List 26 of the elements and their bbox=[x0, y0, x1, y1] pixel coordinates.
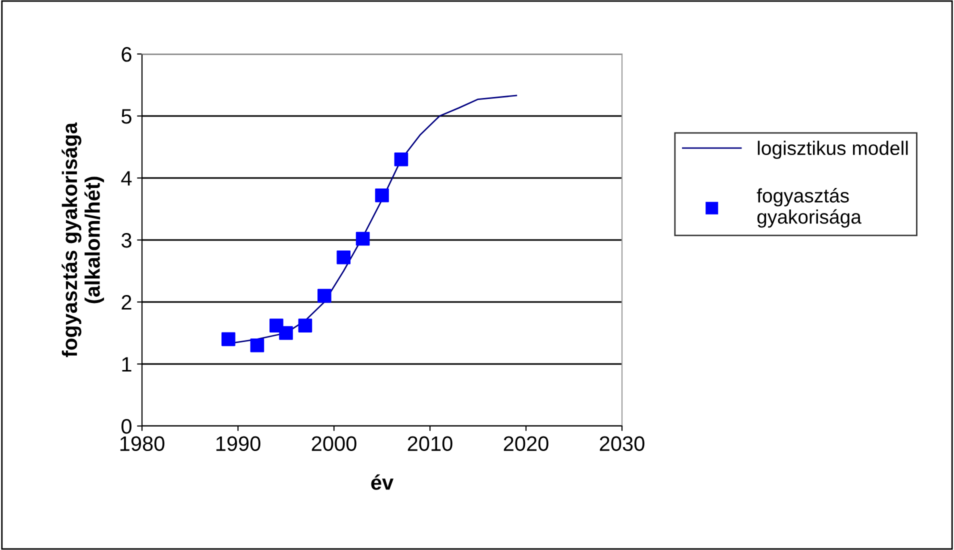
point bbox=[279, 326, 293, 340]
y-tick-label: 0 bbox=[122, 419, 132, 434]
point bbox=[336, 250, 351, 264]
y-tick-label: 5 bbox=[122, 109, 132, 124]
point bbox=[317, 288, 332, 303]
point bbox=[298, 318, 312, 332]
point bbox=[394, 152, 408, 166]
x-tick-label: 1990 bbox=[216, 436, 260, 452]
y-tick-label: 3 bbox=[121, 233, 132, 248]
y-tick-label: 6 bbox=[122, 47, 132, 62]
x-tick-label: 2000 bbox=[312, 436, 356, 452]
legend-label: fogyasztás gyakorisága bbox=[756, 188, 862, 228]
x-axis-title: év bbox=[371, 474, 394, 490]
point bbox=[221, 332, 236, 346]
point bbox=[375, 188, 389, 202]
legend-label: logisztikus modell bbox=[758, 140, 908, 159]
y-tick-label: 2 bbox=[122, 295, 132, 310]
y-axis-title: fogyasztás gyakorisága (alkalom/hét) bbox=[62, 122, 104, 358]
y-tick-label: 1 bbox=[122, 357, 132, 372]
x-tick-label: 2010 bbox=[408, 436, 452, 452]
x-tick-label: 2020 bbox=[504, 436, 548, 452]
point bbox=[356, 232, 370, 246]
y-tick-label: 4 bbox=[121, 171, 132, 186]
point bbox=[250, 338, 264, 352]
x-tick-label: 2030 bbox=[600, 436, 644, 452]
x-tick-label: 1980 bbox=[120, 436, 164, 452]
